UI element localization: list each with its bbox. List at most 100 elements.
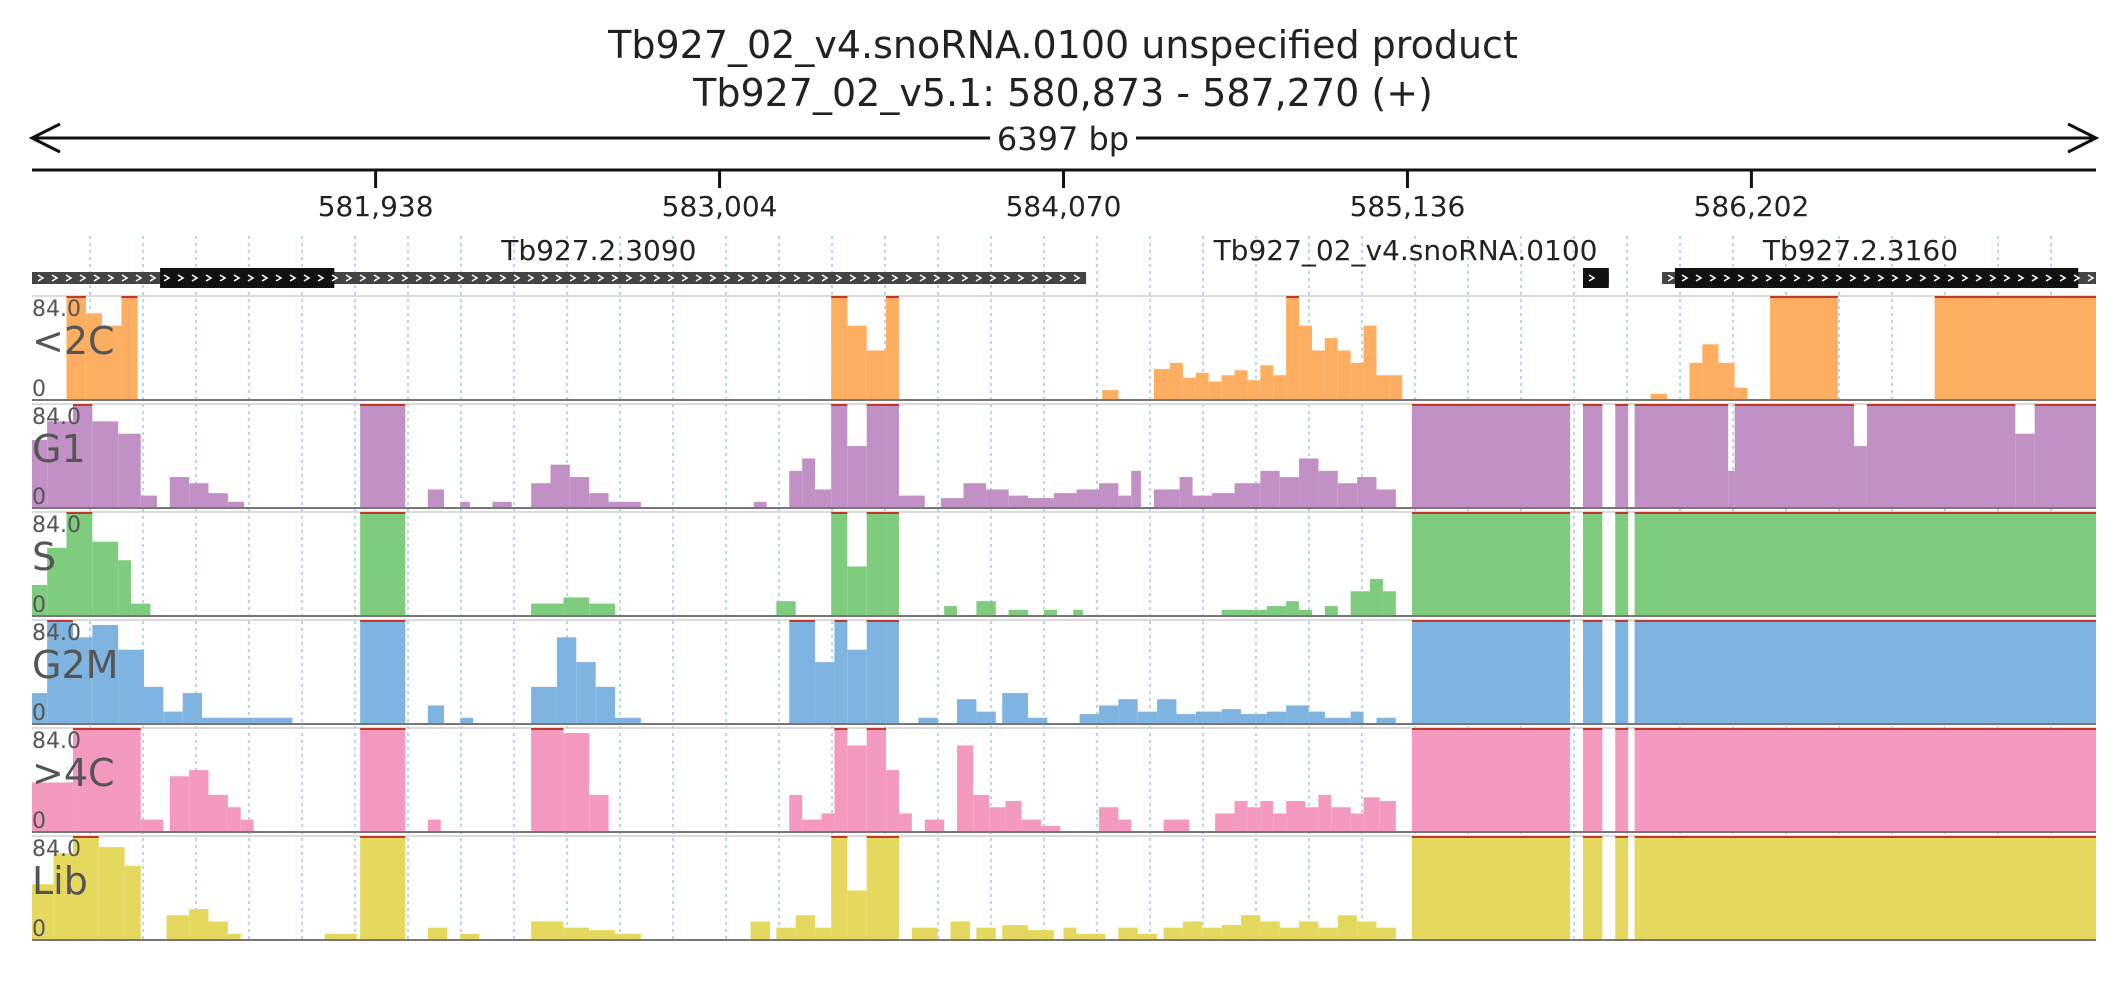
strand-arrow-icon xyxy=(1835,274,1843,282)
coverage-bar xyxy=(1318,927,1338,940)
strand-arrow-icon xyxy=(1667,274,1675,282)
coverage-bar xyxy=(595,686,616,724)
coverage-bar xyxy=(118,433,141,508)
coverage-bar xyxy=(1363,325,1377,400)
coverage-bar xyxy=(227,933,241,940)
strand-arrow-icon xyxy=(877,274,885,282)
coverage-bar xyxy=(53,853,73,940)
coverage-bar xyxy=(866,620,887,724)
coverage-bar xyxy=(1099,483,1119,508)
coverage-bar xyxy=(1240,915,1261,940)
strand-arrow-icon xyxy=(1975,274,1983,282)
coverage-bar xyxy=(72,728,141,832)
coverage-bar xyxy=(1195,372,1209,400)
strand-arrow-icon xyxy=(891,274,899,282)
strand-arrow-icon xyxy=(667,274,675,282)
x-tick-label: 586,202 xyxy=(1694,190,1810,223)
strand-arrow-icon xyxy=(737,274,745,282)
coverage-bar xyxy=(1169,362,1183,400)
strand-arrow-icon xyxy=(961,274,969,282)
strand-arrow-icon xyxy=(569,274,577,282)
strand-arrow-icon xyxy=(723,274,731,282)
strand-arrow-icon xyxy=(233,274,241,282)
coverage-bar xyxy=(886,770,899,832)
coverage-bar xyxy=(1176,714,1196,724)
coverage-bar xyxy=(989,807,1006,832)
coverage-bar xyxy=(1131,470,1141,508)
coverage-bar xyxy=(1260,801,1274,832)
coverage-bar xyxy=(1318,470,1338,508)
coverage-bar xyxy=(121,296,138,400)
strand-arrow-icon xyxy=(1737,274,1745,282)
coverage-bar xyxy=(1734,387,1748,400)
series-label: G1 xyxy=(32,427,86,471)
coverage-bar xyxy=(1028,717,1048,724)
coverage-bar xyxy=(815,927,832,940)
coverage-bar xyxy=(1615,836,1629,940)
coverage-bar xyxy=(92,421,119,508)
coverage-bar xyxy=(886,404,899,508)
coverage-bar xyxy=(1350,362,1364,400)
coverage-bar xyxy=(1331,807,1351,832)
coverage-bar xyxy=(950,921,970,940)
coverage-bar xyxy=(202,717,254,724)
coverage-bar xyxy=(240,819,254,832)
coverage-bar xyxy=(1582,404,1603,508)
coverage-bar xyxy=(750,921,770,940)
strand-arrow-icon xyxy=(1807,274,1815,282)
gene-label: Tb927.2.3160 xyxy=(1762,234,1958,267)
strand-arrow-icon xyxy=(625,274,633,282)
coverage-bar xyxy=(847,649,867,724)
strand-arrow-icon xyxy=(1989,274,1997,282)
strand-arrow-icon xyxy=(947,274,955,282)
strand-arrow-icon xyxy=(1821,274,1829,282)
strand-arrow-icon xyxy=(457,274,465,282)
coverage-bar xyxy=(1063,927,1077,940)
coverage-bar xyxy=(1582,620,1603,724)
coverage-bar xyxy=(834,620,848,724)
coverage-bar xyxy=(66,296,86,400)
coverage-bar xyxy=(1076,489,1100,508)
coverage-bar xyxy=(1324,717,1351,724)
coverage-bar xyxy=(460,501,470,508)
coverage-bar xyxy=(802,458,816,508)
strand-arrow-icon xyxy=(93,274,101,282)
coverage-bar xyxy=(189,770,209,832)
coverage-bar xyxy=(898,813,912,832)
coverage-bar xyxy=(940,498,964,508)
span-arrow: 6397 bp xyxy=(28,118,2100,158)
strand-arrow-icon xyxy=(555,274,563,282)
coverage-bar xyxy=(1053,493,1077,508)
y-min-label: 0 xyxy=(32,485,46,510)
coverage-bar xyxy=(208,921,228,940)
coverage-bar xyxy=(1337,915,1358,940)
strand-arrow-icon xyxy=(1709,274,1717,282)
y-min-label: 0 xyxy=(32,701,46,726)
coverage-bar xyxy=(1195,711,1222,724)
coverage-bar xyxy=(963,483,987,508)
strand-arrow-icon xyxy=(107,274,115,282)
coverage-bar xyxy=(886,296,899,400)
coverage-bar xyxy=(1376,717,1396,724)
coverage-bar xyxy=(1153,489,1180,508)
track-lib: 84.0 0 Lib xyxy=(32,835,2096,942)
strand-arrow-icon xyxy=(1681,274,1689,282)
coverage-bar xyxy=(1240,714,1267,724)
coverage-bar xyxy=(789,794,803,832)
coverage-bar xyxy=(944,606,958,616)
strand-arrow-icon xyxy=(639,274,647,282)
coverage-bar xyxy=(85,313,103,400)
coverage-bar xyxy=(1382,591,1396,616)
strand-arrow-icon xyxy=(821,274,829,282)
coverage-bar xyxy=(1702,344,1719,400)
coverage-bar xyxy=(1389,375,1403,400)
coverage-bar xyxy=(1689,362,1703,400)
coverage-bar xyxy=(1028,930,1054,940)
coverage-bar xyxy=(1854,446,1867,508)
coverage-bar xyxy=(1163,927,1183,940)
strand-arrow-icon xyxy=(1905,274,1913,282)
strand-arrow-icon xyxy=(1073,274,1081,282)
coverage-bar xyxy=(1376,375,1390,400)
coverage-bar xyxy=(208,794,228,832)
coverage-bar xyxy=(898,495,925,508)
